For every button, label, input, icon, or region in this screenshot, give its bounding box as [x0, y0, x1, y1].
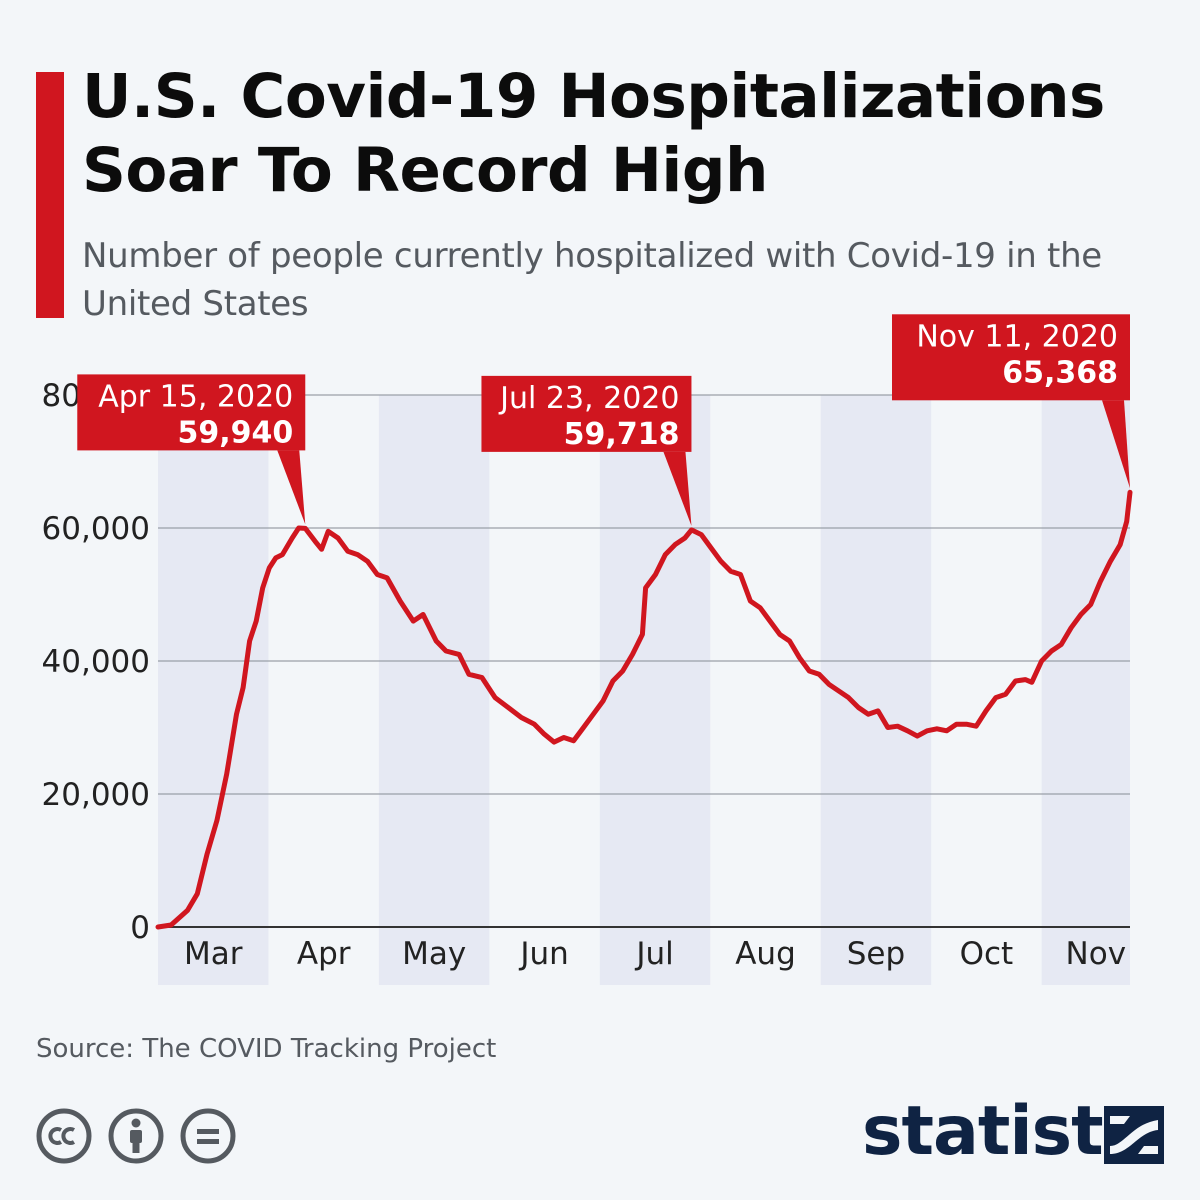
callout-box [892, 314, 1130, 401]
month-band [599, 395, 711, 985]
x-tick-label: Apr [297, 936, 351, 972]
statista-logo-icon [1104, 1106, 1164, 1164]
chart-title: U.S. Covid-19 Hospitalizations Soar To R… [82, 61, 1105, 206]
x-tick-label: May [402, 936, 466, 972]
brand-wordmark: statista [862, 1092, 1149, 1171]
source-note: Source: The COVID Tracking Project [36, 1034, 497, 1064]
attribution-icon [108, 1108, 164, 1164]
series-layer [155, 489, 1133, 930]
month-band [378, 395, 490, 985]
callout-value: 65,368 [1002, 355, 1118, 390]
callout-pointer [1102, 400, 1130, 489]
x-axis-ticks: Mar Apr May Jun Jul Aug Sep Oct Nov [184, 936, 1126, 972]
callout-pointer [663, 451, 692, 526]
callout-date: Nov 11, 2020 [916, 319, 1118, 354]
accent-bar [36, 72, 64, 318]
y-tick-label: 60,000 [42, 511, 150, 547]
callout-box [77, 374, 306, 451]
callout-value: 59,718 [564, 417, 680, 452]
x-tick-label: Aug [735, 936, 796, 972]
callout-date: Jul 23, 2020 [498, 381, 679, 416]
y-tick-label: 40,000 [42, 644, 150, 680]
cc-icon [36, 1108, 92, 1164]
y-tick-label: 20,000 [42, 777, 150, 813]
x-tick-label: Nov [1066, 936, 1127, 972]
no-derivatives-icon [180, 1108, 236, 1164]
y-tick-label: 0 [130, 910, 150, 946]
x-tick-label: Mar [184, 936, 243, 972]
x-tick-label: Oct [960, 936, 1014, 972]
month-band [158, 395, 269, 985]
x-tick-label: Jun [518, 936, 568, 972]
callout-value: 59,940 [177, 415, 293, 450]
callout-pointer [277, 450, 306, 525]
month-band [1041, 395, 1130, 985]
x-tick-label: Jul [634, 936, 673, 972]
month-bands [158, 395, 1130, 985]
callout-date: Apr 15, 2020 [98, 379, 293, 414]
series-line [155, 489, 1133, 930]
callout-box [481, 375, 692, 452]
chart-subtitle: Number of people currently hospitalized … [82, 236, 1102, 324]
x-tick-label: Sep [847, 936, 905, 972]
